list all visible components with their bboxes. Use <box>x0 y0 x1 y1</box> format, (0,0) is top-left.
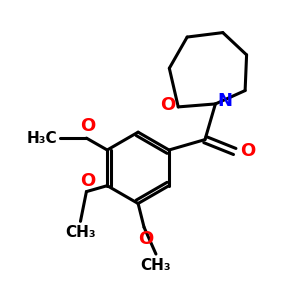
Text: O: O <box>160 96 176 114</box>
Text: N: N <box>217 92 232 110</box>
Text: CH₃: CH₃ <box>141 258 171 273</box>
Text: CH₃: CH₃ <box>65 225 96 240</box>
Text: O: O <box>80 172 95 190</box>
Text: O: O <box>138 230 153 248</box>
Text: H₃C: H₃C <box>27 130 57 146</box>
Text: O: O <box>80 117 95 135</box>
Text: O: O <box>240 142 255 160</box>
